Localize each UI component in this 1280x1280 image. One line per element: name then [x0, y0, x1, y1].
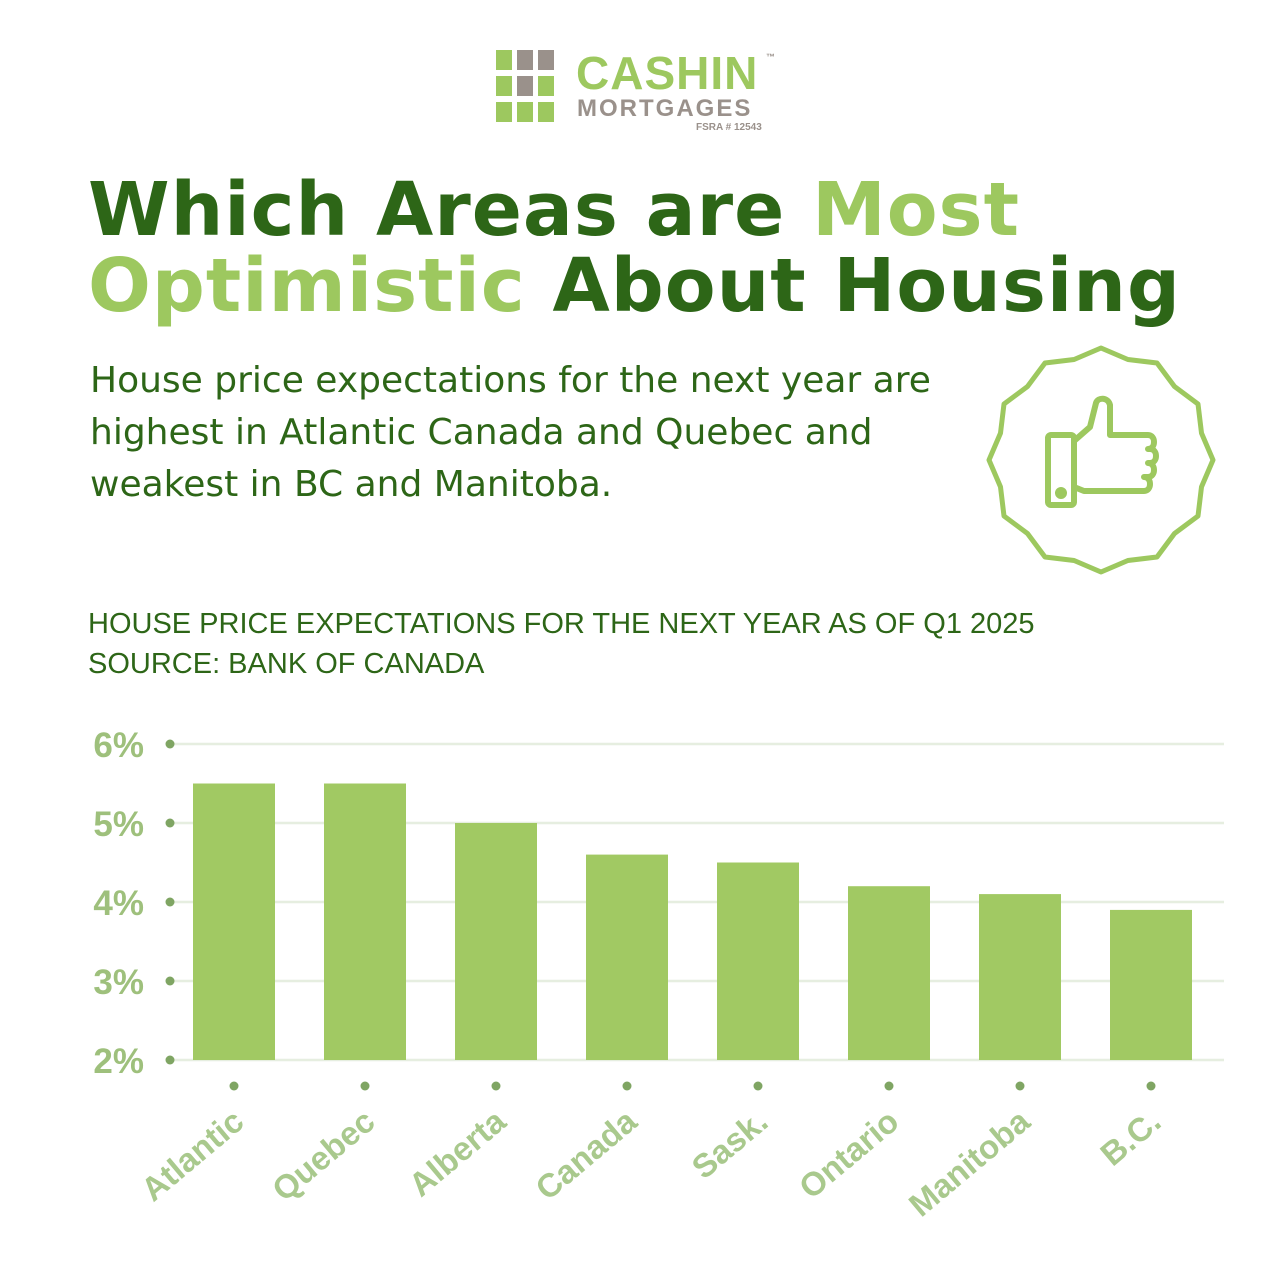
chart-x-tick-label: Quebec: [265, 1102, 382, 1208]
subtitle: House price expectations for the next ye…: [90, 360, 931, 505]
chart-caption: HOUSE PRICE EXPECTATIONS FOR THE NEXT YE…: [88, 604, 1188, 684]
chart-x-tick-label: Sask.: [685, 1102, 775, 1186]
chart-y-tick-label: 4%: [93, 884, 144, 923]
chart-bar: [324, 783, 406, 1060]
chart-x-tick-label: Manitoba: [902, 1102, 1037, 1224]
headline-line-2: Optimistic About Housing: [88, 248, 1248, 324]
chart-x-tick-dot: [360, 1081, 370, 1091]
brand-subname: MORTGAGES: [577, 95, 753, 122]
chart-x-tick-label: Atlantic: [134, 1102, 250, 1208]
chart-x-tick-dot: [1015, 1081, 1025, 1091]
chart-y-axis: 2% 3% 4% 5% 6%: [93, 726, 175, 1081]
chart-y-tick-dot: [165, 739, 175, 749]
chart-y-tick-label: 2%: [93, 1042, 144, 1081]
chart-bar: [1110, 909, 1192, 1060]
brand-license: FSRA # 12543: [696, 122, 762, 133]
bar-chart: 2% 3% 4% 5% 6% Atlantic Quebec Alberta Canada Sa…: [93, 726, 1224, 1224]
chart-bar: [586, 854, 668, 1060]
brand-logo: CASHIN ™ MORTGAGES FSRA # 12543: [496, 47, 796, 140]
logo-grid-icon: [496, 50, 554, 122]
chart-caption-source: SOURCE: BANK OF CANADA: [88, 648, 485, 680]
headline: Which Areas are Most Optimistic About Ho…: [88, 172, 1248, 324]
brand-trademark: ™: [766, 52, 775, 62]
chart-y-tick-label: 6%: [93, 726, 144, 765]
chart-x-tick-dot: [622, 1081, 632, 1091]
chart-y-tick-dot: [165, 976, 175, 986]
chart-x-tick-label: Canada: [528, 1102, 644, 1207]
chart-caption-title: HOUSE PRICE EXPECTATIONS FOR THE NEXT YE…: [88, 608, 1035, 640]
chart-bar: [717, 862, 799, 1060]
chart-x-tick-dot: [884, 1081, 894, 1091]
headline-highlight: Most: [812, 167, 1020, 253]
chart-x-tick-label: B.C.: [1093, 1102, 1167, 1173]
chart-x-tick-dot: [491, 1081, 501, 1091]
chart-y-tick-dot: [165, 1055, 175, 1065]
chart-x-tick-label: Alberta: [402, 1102, 513, 1204]
chart-y-tick-label: 3%: [93, 963, 144, 1002]
thumbs-up-icon: [1045, 395, 1159, 508]
chart-bar: [455, 823, 537, 1060]
chart-x-tick-label: Ontario: [792, 1102, 906, 1206]
chart-bars: [193, 783, 1192, 1060]
chart-y-tick-label: 5%: [93, 805, 144, 844]
chart-y-tick-dot: [165, 818, 175, 828]
chart-bar: [193, 783, 275, 1060]
chart-bar: [979, 894, 1061, 1060]
headline-text: About Housing: [525, 243, 1181, 329]
chart-x-axis: Atlantic Quebec Alberta Canada Sask. OntarioM…: [134, 1081, 1167, 1224]
brand-name: CASHIN: [576, 47, 759, 99]
headline-text: Which Areas are: [88, 167, 813, 253]
chart-x-tick-dot: [1146, 1081, 1156, 1091]
headline-highlight: Optimistic: [88, 243, 526, 329]
chart-y-tick-dot: [165, 897, 175, 907]
chart-x-tick-dot: [753, 1081, 763, 1091]
headline-line-1: Which Areas are Most: [88, 172, 1248, 248]
chart-bar: [848, 886, 930, 1060]
badge: [984, 343, 1218, 577]
badge-frame-icon: [986, 345, 1216, 575]
chart-x-tick-dot: [229, 1081, 239, 1091]
